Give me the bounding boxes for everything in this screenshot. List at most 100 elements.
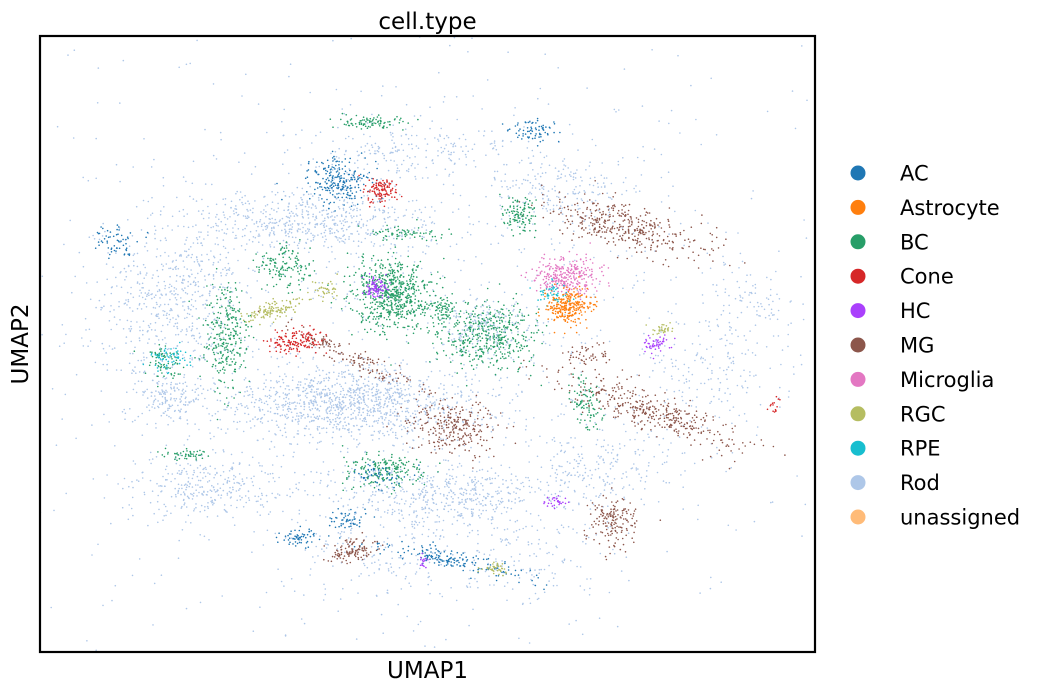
data-point [547, 199, 550, 201]
data-point [791, 90, 794, 92]
data-point [240, 402, 242, 405]
data-point [271, 241, 273, 244]
data-point [371, 562, 373, 564]
data-point [143, 371, 145, 374]
data-point [660, 176, 663, 179]
data-point [332, 469, 335, 471]
data-point [608, 340, 611, 343]
data-point [199, 510, 201, 513]
data-point [124, 279, 126, 281]
data-point [139, 271, 142, 273]
data-point [270, 395, 272, 398]
data-point [706, 252, 709, 255]
data-point [220, 428, 223, 431]
data-point [340, 222, 343, 225]
data-point [282, 406, 284, 408]
data-point [373, 572, 376, 574]
data-point [340, 385, 343, 388]
data-point [120, 369, 122, 372]
data-point [116, 285, 118, 287]
data-point [794, 127, 797, 130]
data-point [425, 229, 428, 231]
data-point [274, 480, 276, 483]
data-point [273, 231, 275, 233]
data-point [131, 574, 134, 577]
data-point [418, 488, 420, 491]
data-point [408, 582, 411, 584]
data-point [298, 202, 301, 205]
data-point [659, 386, 662, 389]
data-point [558, 208, 560, 211]
data-point [278, 406, 280, 408]
data-point [310, 401, 313, 403]
data-point [419, 620, 422, 623]
data-point [533, 417, 535, 419]
data-point [284, 195, 287, 197]
data-point [513, 215, 515, 217]
data-point [253, 475, 255, 478]
data-point [475, 503, 478, 506]
data-point [420, 404, 422, 407]
data-point [558, 177, 560, 180]
data-point [487, 495, 489, 498]
data-point [418, 393, 421, 396]
data-point [183, 279, 186, 281]
data-point [172, 260, 174, 262]
data-point [193, 469, 195, 472]
data-point [430, 483, 432, 485]
data-point [166, 312, 168, 315]
data-point [278, 375, 281, 378]
data-point [412, 478, 415, 481]
data-point [316, 393, 319, 395]
data-point [564, 481, 566, 484]
data-point [603, 177, 606, 179]
data-point [403, 526, 406, 529]
data-point [491, 130, 493, 132]
data-point [344, 370, 347, 373]
data-point [175, 495, 177, 498]
data-point [392, 405, 395, 408]
data-point [468, 578, 470, 580]
data-point [331, 251, 333, 253]
data-point [156, 482, 158, 485]
data-point [132, 296, 135, 299]
data-point [328, 410, 331, 413]
data-point [273, 400, 275, 403]
data-point [617, 160, 620, 163]
data-point [335, 197, 338, 200]
data-point [192, 334, 194, 337]
data-point [240, 245, 243, 247]
data-point [190, 308, 192, 311]
data-point [616, 454, 619, 457]
data-point [625, 189, 628, 192]
data-point [353, 281, 356, 283]
data-point [499, 538, 502, 540]
data-point [409, 446, 411, 449]
data-point [604, 484, 606, 487]
data-point [600, 445, 603, 448]
data-point [603, 461, 605, 464]
data-point [392, 412, 394, 415]
data-point [302, 226, 304, 229]
data-point [248, 216, 250, 218]
data-point [348, 329, 350, 332]
data-point [172, 420, 175, 422]
data-point [265, 494, 268, 497]
data-point [296, 443, 299, 446]
data-point [312, 404, 315, 407]
data-point [284, 222, 287, 225]
data-point [288, 219, 291, 222]
data-point [492, 388, 495, 391]
data-point [550, 500, 552, 502]
data-point [394, 185, 396, 188]
data-point [217, 225, 219, 227]
data-point [279, 385, 282, 388]
data-point [401, 481, 403, 484]
data-point [321, 209, 324, 212]
data-point [463, 348, 465, 350]
data-point [506, 227, 509, 229]
data-point [209, 437, 212, 440]
data-point [245, 501, 247, 504]
data-point [325, 225, 328, 227]
data-point [284, 404, 286, 407]
